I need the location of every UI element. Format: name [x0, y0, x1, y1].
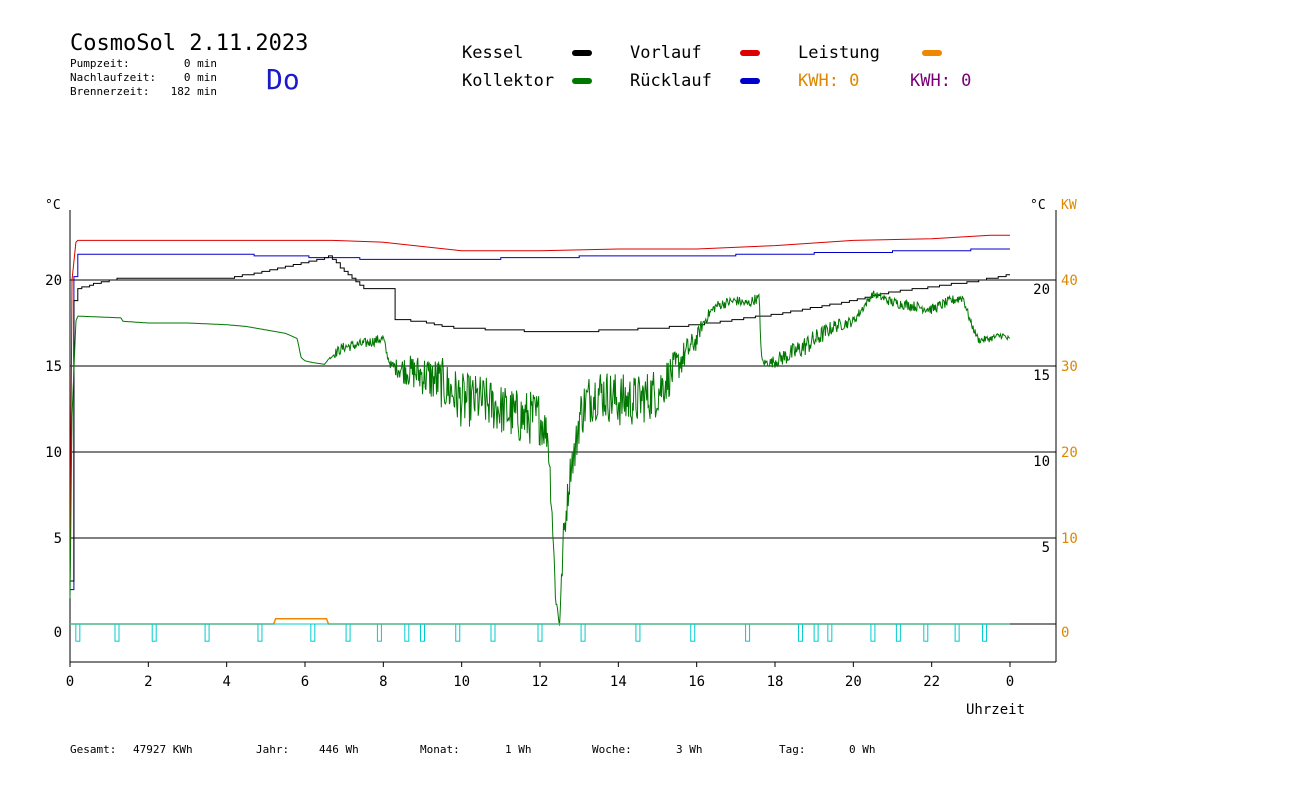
footer-value-woche: 3 Wh: [676, 743, 703, 756]
left-axis-ticks: 20 15 10 5 0: [45, 273, 62, 641]
right-axis-unit: °C: [1030, 198, 1046, 213]
series-pumpe-pulse: [114, 623, 120, 642]
right-tick-label: 10: [1033, 454, 1050, 470]
kw-axis-unit: KW: [1061, 198, 1077, 213]
legend-label-leistung: Leistung: [798, 43, 880, 63]
legend-label-vorlauf: Vorlauf: [630, 43, 702, 63]
series-pumpe-pulse: [797, 623, 803, 642]
series-pumpe-pulse: [75, 623, 81, 642]
right-axis-ticks: 20 15 10 5: [1033, 282, 1050, 556]
stat-value-brennerzeit: 182 min: [171, 85, 217, 98]
x-tick-label: 0: [1006, 674, 1014, 690]
series-vorlauf-line: [69, 234, 1010, 582]
series-pumpe-pulse: [690, 623, 696, 642]
series-group: [69, 234, 1011, 642]
series-pumpe-pulse: [310, 623, 316, 642]
kw-tick-label: 0: [1061, 625, 1069, 641]
footer-label-jahr: Jahr:: [256, 743, 289, 756]
footer-label-monat: Monat:: [420, 743, 460, 756]
stat-value-pumpzeit: 0 min: [184, 57, 217, 70]
footer-value-tag: 0 Wh: [849, 743, 876, 756]
stat-label-brennerzeit: Brennerzeit:: [70, 85, 149, 98]
chart-title: CosmoSol 2.11.2023: [70, 31, 308, 56]
x-tick-label: 12: [532, 674, 549, 690]
footer-label-woche: Woche:: [592, 743, 632, 756]
kwh-label-second: KWH: 0: [910, 71, 971, 91]
series-pumpe-pulse: [635, 623, 641, 642]
footer-label-tag: Tag:: [779, 743, 806, 756]
series-kessel-line: [70, 255, 1010, 582]
series-pumpe-pulse: [455, 623, 461, 642]
legend-label-kessel: Kessel: [462, 43, 523, 63]
kw-tick-label: 20: [1061, 445, 1078, 461]
right-tick-label: 20: [1033, 282, 1050, 298]
footer-value-jahr: 446 Wh: [319, 743, 359, 756]
series-pumpe-pulse: [257, 623, 263, 642]
legend: Kessel Vorlauf Leistung Kollektor Rückla…: [462, 43, 971, 91]
series-pumpe-pulse: [813, 623, 819, 642]
series-pumpe-pulse: [745, 623, 751, 642]
legend-label-kollektor: Kollektor: [462, 71, 554, 91]
kw-tick-label: 30: [1061, 359, 1078, 375]
footer-label-gesamt: Gesamt:: [70, 743, 116, 756]
kwh-label-leistung: KWH: 0: [798, 71, 859, 91]
series-pumpe-pulse: [420, 623, 425, 642]
x-tick-label: 2: [144, 674, 152, 690]
left-tick-label: 5: [54, 531, 62, 547]
series-pumpe-pulse: [870, 623, 876, 642]
footer-value-monat: 1 Wh: [505, 743, 532, 756]
series-pumpe-pulse: [204, 623, 210, 642]
x-tick-label: 8: [379, 674, 387, 690]
right-tick-label: 5: [1042, 540, 1050, 556]
legend-label-ruecklauf: Rücklauf: [630, 71, 712, 91]
series-pumpe-pulse: [404, 623, 410, 642]
series-pumpe-pulse: [345, 623, 351, 642]
left-tick-label: 15: [45, 359, 62, 375]
series-leistung-line: [70, 618, 1010, 625]
kw-tick-label: 10: [1061, 531, 1078, 547]
x-tick-label: 16: [688, 674, 705, 690]
x-tick-label: 0: [66, 674, 74, 690]
series-pumpe-pulse: [954, 623, 960, 642]
series-pumpe-pulse: [490, 623, 496, 642]
header-stats: Pumpzeit: 0 min Nachlaufzeit: 0 min Bren…: [70, 57, 217, 98]
x-tick-label: 4: [222, 674, 230, 690]
series-pumpe-pulse: [895, 623, 901, 642]
x-tick-label: 6: [301, 674, 309, 690]
left-axis-unit: °C: [45, 198, 61, 213]
right-tick-label: 15: [1033, 368, 1050, 384]
x-tick-label: 18: [767, 674, 784, 690]
stat-label-pumpzeit: Pumpzeit:: [70, 57, 130, 70]
series-pumpe-pulse: [982, 623, 988, 642]
x-tick-label: 22: [923, 674, 940, 690]
series-pumpe-pulse: [580, 623, 586, 642]
x-axis-ticks: 0 2 4 6 8 10 12 14 16 18 20 22 0: [66, 662, 1014, 690]
series-pumpe-pulse: [923, 623, 929, 642]
series-ruecklauf-line: [70, 248, 1010, 591]
kw-axis-ticks: 40 30 20 10 0: [1061, 273, 1078, 641]
x-tick-label: 14: [610, 674, 627, 690]
x-tick-label: 20: [845, 674, 862, 690]
left-tick-label: 10: [45, 445, 62, 461]
footer-stats: Gesamt: 47927 KWh Jahr: 446 Wh Monat: 1 …: [70, 743, 876, 756]
x-tick-label: 10: [453, 674, 470, 690]
series-pumpe-pulse: [827, 623, 833, 642]
weekday-label: Do: [266, 63, 300, 96]
stat-label-nachlaufzeit: Nachlaufzeit:: [70, 71, 156, 84]
series-kollektor-line: [69, 290, 1011, 626]
series-pumpe-pulse: [151, 623, 157, 642]
stat-value-nachlaufzeit: 0 min: [184, 71, 217, 84]
footer-value-gesamt: 47927 KWh: [133, 743, 193, 756]
series-pumpe-pulse: [376, 623, 382, 642]
left-tick-label: 20: [45, 273, 62, 289]
left-tick-label: 0: [54, 625, 62, 641]
x-axis-label: Uhrzeit: [966, 702, 1025, 718]
kw-tick-label: 40: [1061, 273, 1078, 289]
series-pumpe-pulse: [537, 623, 543, 642]
